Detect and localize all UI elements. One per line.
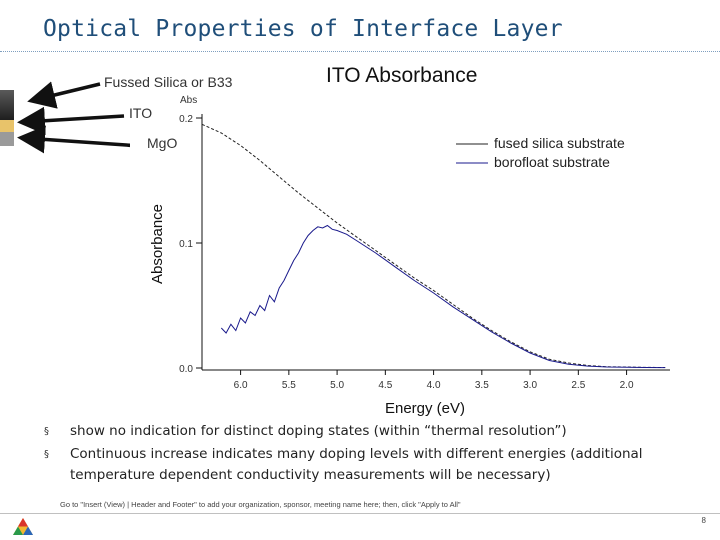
footer-note: Go to "Insert (View) | Header and Footer… bbox=[60, 500, 461, 509]
x-tick-label: 4.5 bbox=[378, 380, 392, 391]
layer-label-fused-silica: Fussed Silica or B33 bbox=[104, 74, 233, 90]
x-tick-label: 6.0 bbox=[234, 380, 248, 391]
bullet-text-1: show no indication for distinct doping s… bbox=[70, 423, 567, 439]
series-line-fused-silica bbox=[201, 123, 666, 368]
layer-mgo bbox=[0, 132, 14, 146]
bullet-text-2: Continuous increase indicates many dopin… bbox=[70, 446, 643, 483]
bullet-item: § Continuous increase indicates many dop… bbox=[44, 444, 704, 486]
x-tick-label: 2.0 bbox=[620, 380, 634, 391]
legend-label: fused silica substrate bbox=[494, 135, 625, 151]
x-tick-label: 5.0 bbox=[330, 380, 344, 391]
absorbance-chart: ITO Absorbance Abs Absorbance Energy (eV… bbox=[149, 64, 670, 417]
y-tick-label: 0.0 bbox=[179, 364, 193, 375]
y-tick-label: 0.2 bbox=[179, 114, 193, 125]
layer-ito bbox=[0, 120, 14, 132]
layer-arrows bbox=[17, 81, 130, 154]
x-tick-label: 5.5 bbox=[282, 380, 296, 391]
footer-divider bbox=[0, 513, 720, 514]
x-axis-label: Energy (eV) bbox=[385, 400, 465, 417]
chart-legend: fused silica substrate borofloat substrat… bbox=[456, 135, 625, 170]
layer-stack bbox=[0, 90, 14, 146]
legend-label: borofloat substrate bbox=[494, 154, 610, 170]
bullet-marker: § bbox=[44, 449, 49, 460]
x-tick-label: 3.0 bbox=[523, 380, 537, 391]
organization-logo-icon bbox=[13, 518, 33, 535]
arrow-fused-silica bbox=[27, 81, 101, 109]
chart-title: ITO Absorbance bbox=[326, 64, 477, 87]
plot-area bbox=[201, 123, 666, 369]
bullet-marker: § bbox=[44, 426, 49, 437]
y-axis-label: Absorbance bbox=[149, 204, 166, 284]
bullet-item: § show no indication for distinct doping… bbox=[44, 421, 704, 442]
arrow-ito bbox=[17, 106, 125, 135]
x-tick-label: 3.5 bbox=[475, 380, 489, 391]
x-tick-label: 2.5 bbox=[571, 380, 585, 391]
chart-axes: 0.0 0.1 0.2 6.0 5.5 5.0 4.5 4.0 3.5 3.0 2.5 2.0 bbox=[179, 114, 670, 391]
slide-title: Optical Properties of Interface Layer bbox=[43, 16, 563, 42]
y-tick-label: 0.1 bbox=[179, 239, 193, 250]
layer-label-mgo: MgO bbox=[147, 135, 178, 151]
y-unit-label: Abs bbox=[180, 95, 197, 106]
page-number: 8 bbox=[701, 516, 706, 525]
series-line-borofloat bbox=[220, 224, 666, 369]
x-tick-label: 4.0 bbox=[427, 380, 441, 391]
bullet-list: § show no indication for distinct doping… bbox=[44, 421, 704, 488]
arrow-mgo bbox=[17, 125, 130, 154]
layer-label-ito: ITO bbox=[129, 105, 153, 121]
title-divider bbox=[0, 51, 720, 52]
layer-fused-silica bbox=[0, 90, 14, 120]
